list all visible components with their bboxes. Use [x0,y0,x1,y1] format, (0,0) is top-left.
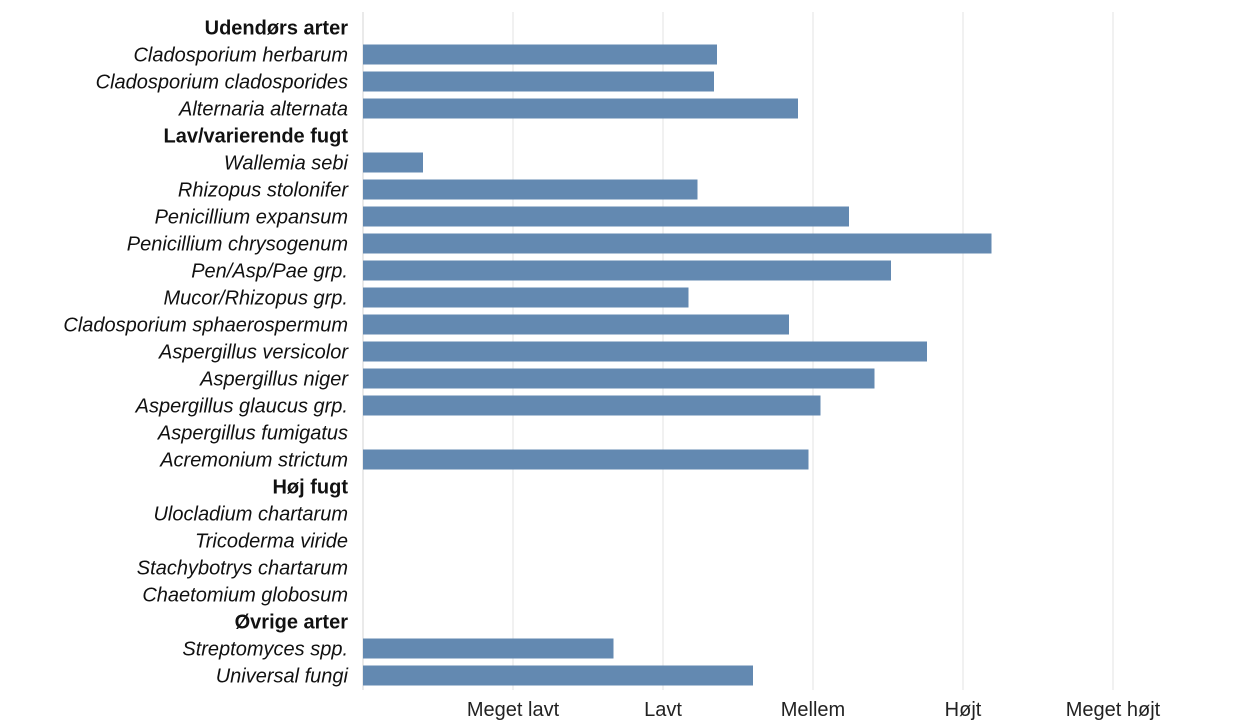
x-tick-label: Mellem [781,699,845,721]
row-label: Cladosporium herbarum [133,45,348,67]
x-tick-label: Lavt [644,699,682,721]
bar [363,233,992,254]
x-tick-label: Meget lavt [467,699,560,721]
row-label: Alternaria alternata [178,99,348,121]
bars [363,44,992,686]
bar [363,287,689,308]
row-label: Aspergillus niger [199,369,349,391]
group-label: Øvrige arter [235,612,349,634]
row-label: Pen/Asp/Pae grp. [191,261,348,283]
bar [363,368,875,389]
row-label: Aspergillus glaucus grp. [135,396,348,418]
row-label: Universal fungi [216,666,349,688]
bar [363,449,809,470]
bar [363,314,789,335]
row-label: Penicillium chrysogenum [127,234,348,256]
group-label: Udendørs arter [205,18,349,40]
row-labels: Udendørs arter Cladosporium herbarum Clado… [63,18,349,688]
row-label: Ulocladium chartarum [153,504,348,526]
row-label: Wallemia sebi [224,153,349,175]
bar [363,395,821,416]
x-tick-label: Højt [945,699,982,721]
x-tick-label: Meget højt [1066,699,1161,721]
bar [363,44,717,65]
row-label: Penicillium expansum [155,207,348,229]
row-label: Cladosporium sphaerospermum [63,315,348,337]
bar [363,260,891,281]
row-label: Streptomyces spp. [182,639,348,661]
bar [363,71,714,92]
group-label: Lav/varierende fugt [163,126,348,148]
x-axis: Meget lavt Lavt Mellem Højt Meget højt [467,699,1161,721]
bar [363,665,753,686]
row-label: Rhizopus stolonifer [178,180,349,202]
bar [363,98,798,119]
bar [363,152,423,173]
bar [363,179,698,200]
bar [363,206,849,227]
row-label: Aspergillus fumigatus [157,423,348,445]
row-label: Aspergillus versicolor [158,342,349,364]
row-label: Tricoderma viride [195,531,348,553]
row-label: Stachybotrys chartarum [137,558,348,580]
row-label: Acremonium strictum [159,450,348,472]
row-label: Chaetomium globosum [142,585,348,607]
row-label: Cladosporium cladosporides [96,72,348,94]
bar [363,638,614,659]
row-label: Mucor/Rhizopus grp. [163,288,348,310]
group-label: Høj fugt [272,477,348,499]
bar [363,341,927,362]
